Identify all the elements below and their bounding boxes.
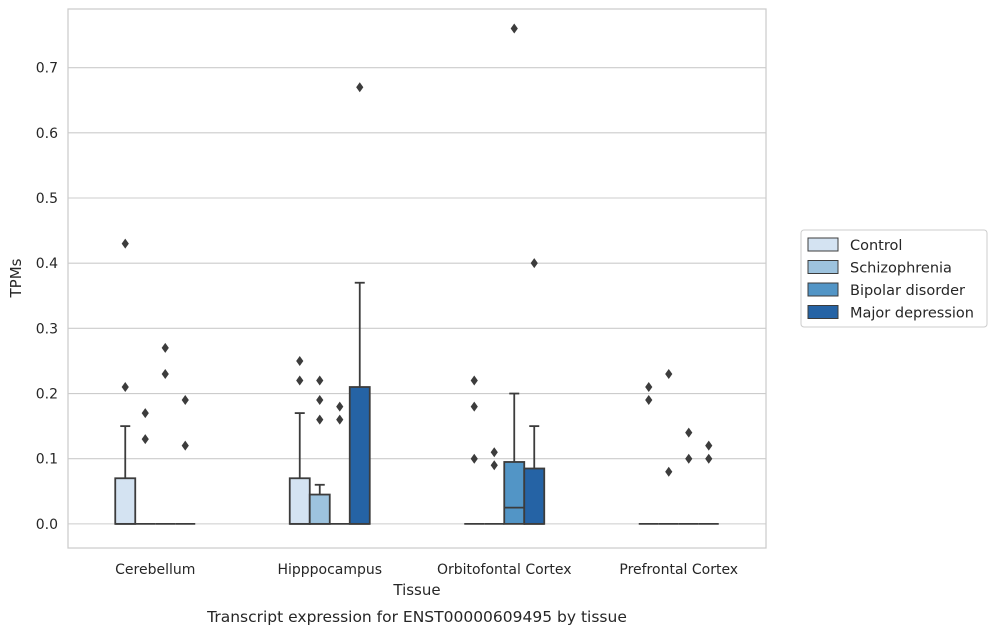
y-tick-label: 0.7 [36, 61, 58, 77]
box-group [523, 425, 546, 525]
plot-frame [67, 8, 767, 549]
x-tick-labels: Cerebellum Hipppocampus Orbitofontal Corte… [115, 562, 738, 578]
outlier-point [316, 375, 324, 386]
outlier-point [356, 82, 364, 93]
outlier-point [530, 258, 538, 269]
box-group [348, 281, 371, 525]
outlier-point [181, 395, 189, 406]
y-tick-label: 0.5 [36, 191, 58, 207]
legend-label: Control [850, 238, 902, 254]
box-group [308, 483, 331, 525]
outlier-point [665, 368, 673, 379]
outlier-point [121, 238, 129, 249]
box [114, 477, 137, 525]
x-tick-label: Cerebellum [115, 562, 195, 578]
outlier-point [316, 395, 324, 406]
legend: Control Schizophrenia Bipolar disorder Majo… [800, 229, 988, 328]
outlier-points [121, 23, 713, 477]
outlier-point [470, 401, 478, 412]
y-tick-labels: 0.0 0.1 0.2 0.3 0.4 0.5 0.6 0.7 [36, 61, 58, 533]
legend-label: Major depression [850, 306, 974, 322]
outlier-point [336, 401, 344, 412]
gridlines [68, 67, 766, 525]
outlier-point [705, 440, 713, 451]
x-tick-label: Prefrontal Cortex [619, 562, 738, 578]
outlier-point [296, 375, 304, 386]
box [348, 386, 371, 525]
chart-caption: Transcript expression for ENST0000060949… [206, 608, 627, 626]
legend-swatch [807, 305, 839, 319]
outlier-point [336, 414, 344, 425]
y-tick-label: 0.1 [36, 452, 58, 468]
legend-swatch [807, 237, 839, 252]
outlier-point [685, 427, 693, 438]
outlier-point [161, 342, 169, 353]
y-tick-label: 0.2 [36, 387, 58, 403]
y-tick-label: 0.4 [36, 256, 58, 272]
plot-area [68, 9, 766, 548]
outlier-point [121, 382, 129, 393]
outlier-point [685, 453, 693, 464]
box [503, 461, 526, 525]
outlier-point [705, 453, 713, 464]
outlier-point [296, 355, 304, 366]
legend-label: Bipolar disorder [850, 283, 965, 299]
outlier-point [161, 368, 169, 379]
y-tick-label: 0.0 [36, 517, 58, 533]
legend-swatch [807, 282, 839, 297]
outlier-point [141, 434, 149, 445]
box [288, 477, 311, 525]
boxes [114, 281, 719, 525]
outlier-point [510, 23, 518, 34]
y-tick-label: 0.6 [36, 126, 58, 142]
x-axis-title: Tissue [392, 581, 440, 599]
box-group [114, 425, 137, 525]
outlier-point [470, 453, 478, 464]
y-tick-label: 0.3 [36, 321, 58, 337]
legend-swatch [807, 260, 839, 274]
outlier-point [645, 395, 653, 406]
outlier-point [645, 382, 653, 393]
x-tick-label: Hipppocampus [277, 562, 382, 578]
outlier-point [470, 375, 478, 386]
outlier-point [141, 408, 149, 419]
legend-frame [800, 229, 988, 328]
x-tick-label: Orbitofontal Cortex [437, 562, 572, 578]
outlier-point [490, 460, 498, 471]
box [523, 467, 546, 525]
y-axis-title: TPMs [7, 258, 25, 298]
outlier-point [490, 447, 498, 458]
outlier-point [316, 414, 324, 425]
outlier-point [665, 466, 673, 477]
legend-label: Schizophrenia [850, 261, 952, 277]
outlier-point [181, 440, 189, 451]
box [308, 493, 331, 525]
